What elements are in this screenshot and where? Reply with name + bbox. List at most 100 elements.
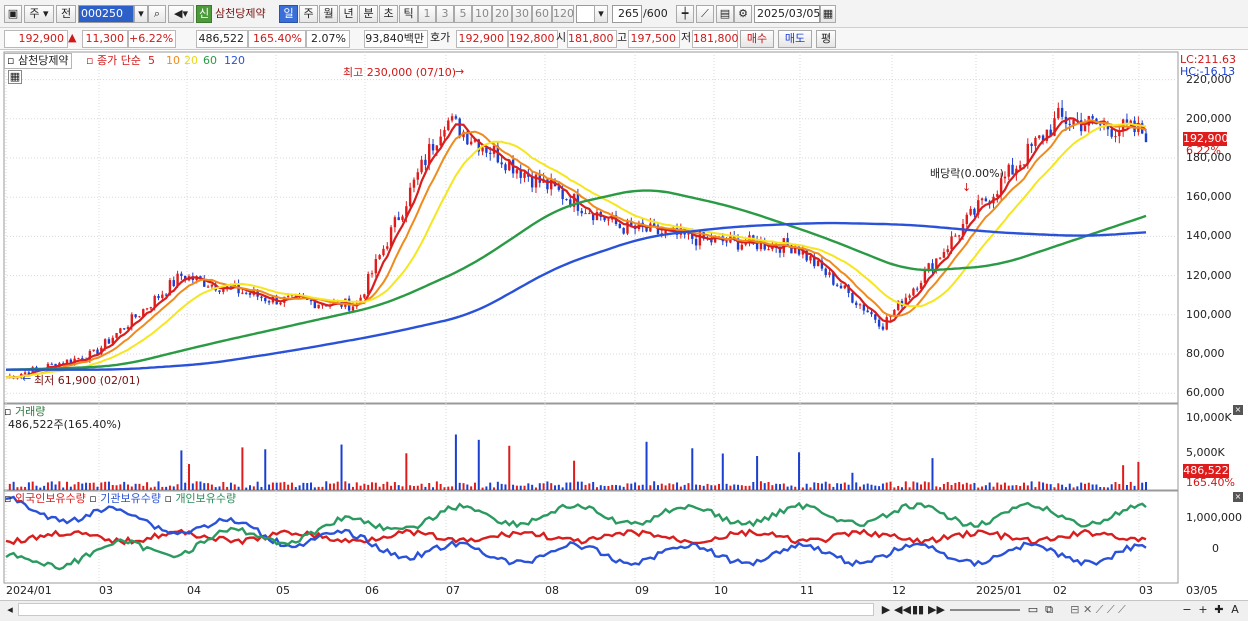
candle-body <box>569 199 572 207</box>
scroll-left-icon[interactable]: ◂ <box>7 603 13 616</box>
candle-body <box>790 245 793 254</box>
volume-bar <box>100 482 103 490</box>
save-icon[interactable]: ▤ <box>716 5 734 23</box>
volume-bar <box>458 482 461 490</box>
volume-bar <box>39 487 42 490</box>
period-month-button[interactable]: 월 <box>319 5 338 23</box>
zoom-in-icon[interactable]: + <box>1198 603 1208 616</box>
interval-1-button[interactable]: 1 <box>418 5 436 23</box>
fast-forward-icon[interactable]: ▶▶ <box>928 603 945 616</box>
close-volume-panel-icon[interactable]: × <box>1233 405 1243 415</box>
candle-body <box>321 304 324 306</box>
volume-bar <box>233 484 236 490</box>
stock-code-input[interactable]: 000250 <box>78 5 134 23</box>
speaker-icon[interactable]: ◀▾ <box>168 5 194 23</box>
ma-10-line <box>5 119 1147 379</box>
close-holding-panel-icon[interactable]: × <box>1233 492 1243 502</box>
interval-120-button[interactable]: 120 <box>552 5 574 23</box>
period-second-button[interactable]: 초 <box>379 5 398 23</box>
period-day-button[interactable]: 일 <box>279 5 298 23</box>
font-icon[interactable]: A <box>1231 603 1239 616</box>
candle-body <box>126 327 130 330</box>
volume-bar <box>1137 461 1140 490</box>
drawing-lines-icon[interactable]: ⊟ ✕ ⟋ ⟋ ⟋ <box>1070 603 1126 616</box>
interval-5-button[interactable]: 5 <box>454 5 472 23</box>
play-icon[interactable]: ▶ <box>881 603 891 616</box>
candle-body <box>942 252 946 258</box>
volume-bar <box>35 485 38 490</box>
magnifier-icon[interactable]: ⌕ <box>148 5 166 23</box>
candle-body <box>489 152 492 154</box>
volume-bar <box>1141 482 1144 490</box>
volume-bar <box>1053 487 1056 490</box>
buy-button[interactable]: 매수 <box>740 30 774 48</box>
candle-body <box>881 326 885 330</box>
period-minute-button[interactable]: 분 <box>359 5 378 23</box>
window-menu-icon[interactable]: ▣ <box>4 5 22 23</box>
interval-60-button[interactable]: 60 <box>532 5 552 23</box>
candle-body <box>241 292 244 294</box>
grid-toggle-icon[interactable]: ▦ <box>8 70 22 84</box>
line-tool-icon[interactable]: ⟋ <box>696 5 714 23</box>
count-input[interactable]: 265 <box>612 5 642 23</box>
interval-20-button[interactable]: 20 <box>492 5 512 23</box>
period-year-button[interactable]: 년 <box>339 5 358 23</box>
volume-bar <box>195 481 198 490</box>
candle-body <box>935 258 938 271</box>
interval-10-button[interactable]: 10 <box>472 5 492 23</box>
volume-bar <box>287 484 290 490</box>
candle-body <box>858 304 862 306</box>
candle-body <box>931 263 934 271</box>
candle-body <box>1030 143 1033 147</box>
period-tick-button[interactable]: 틱 <box>399 5 418 23</box>
sell-button[interactable]: 매도 <box>778 30 812 48</box>
rewind-icon[interactable]: ◀◀ <box>894 603 911 616</box>
copy-icon[interactable]: ⧉ <box>1045 603 1053 616</box>
high-price: 197,500 <box>628 30 680 48</box>
ma-60-label: 60 <box>203 54 217 67</box>
volume-bar <box>24 486 27 490</box>
interval-30-button[interactable]: 30 <box>512 5 532 23</box>
volume-bar <box>191 483 194 490</box>
prev-button[interactable]: 전 <box>56 5 76 23</box>
candle-body <box>1099 124 1102 126</box>
gear-icon[interactable]: ⚙ <box>734 5 752 23</box>
date-input[interactable]: 2025/03/05 <box>754 5 820 23</box>
interval-3-button[interactable]: 3 <box>436 5 454 23</box>
zoom-out-icon[interactable]: − <box>1182 603 1192 616</box>
candle-body <box>1072 119 1075 125</box>
candle-body <box>20 373 23 377</box>
average-button[interactable]: 평 <box>816 30 836 48</box>
price-change: 11,300 <box>82 30 128 48</box>
volume-bar <box>85 482 88 490</box>
ma-120-line <box>6 221 1147 371</box>
candle-body <box>260 296 263 298</box>
draw-tools-icon[interactable]: ▭ <box>1027 603 1039 616</box>
candle-body <box>954 235 957 237</box>
volume-value-label: 486,522주(165.40%) <box>8 418 122 431</box>
candle-body <box>1041 135 1045 141</box>
candle-body <box>908 295 911 298</box>
calendar-icon[interactable]: ▦ <box>820 5 836 23</box>
volume-bar <box>908 487 911 490</box>
period-week-button[interactable]: 주 <box>299 5 318 23</box>
period-unit-select[interactable]: 주 ▾ <box>24 5 54 23</box>
pause-icon[interactable]: ▮▮ <box>912 603 925 616</box>
crosshair-icon[interactable]: ✚ <box>1214 603 1224 616</box>
chevron-down-icon[interactable]: ▾ <box>594 5 608 23</box>
volume-bar <box>836 483 839 490</box>
volume-bar <box>1129 481 1132 490</box>
candle-type-icon[interactable]: ┿ <box>676 5 694 23</box>
chart-scrollbar[interactable] <box>18 603 874 616</box>
individual-holding-line <box>5 501 1147 571</box>
candle-body <box>130 314 134 328</box>
chevron-down-icon[interactable]: ▾ <box>134 5 148 23</box>
zoom-slider[interactable] <box>950 609 1020 611</box>
candle-body <box>69 359 73 364</box>
volume-bar <box>329 483 332 490</box>
candle-body <box>245 292 248 294</box>
volume-bar <box>66 481 69 490</box>
volume-title: 거래량 <box>14 405 46 418</box>
candle-body <box>843 285 846 289</box>
